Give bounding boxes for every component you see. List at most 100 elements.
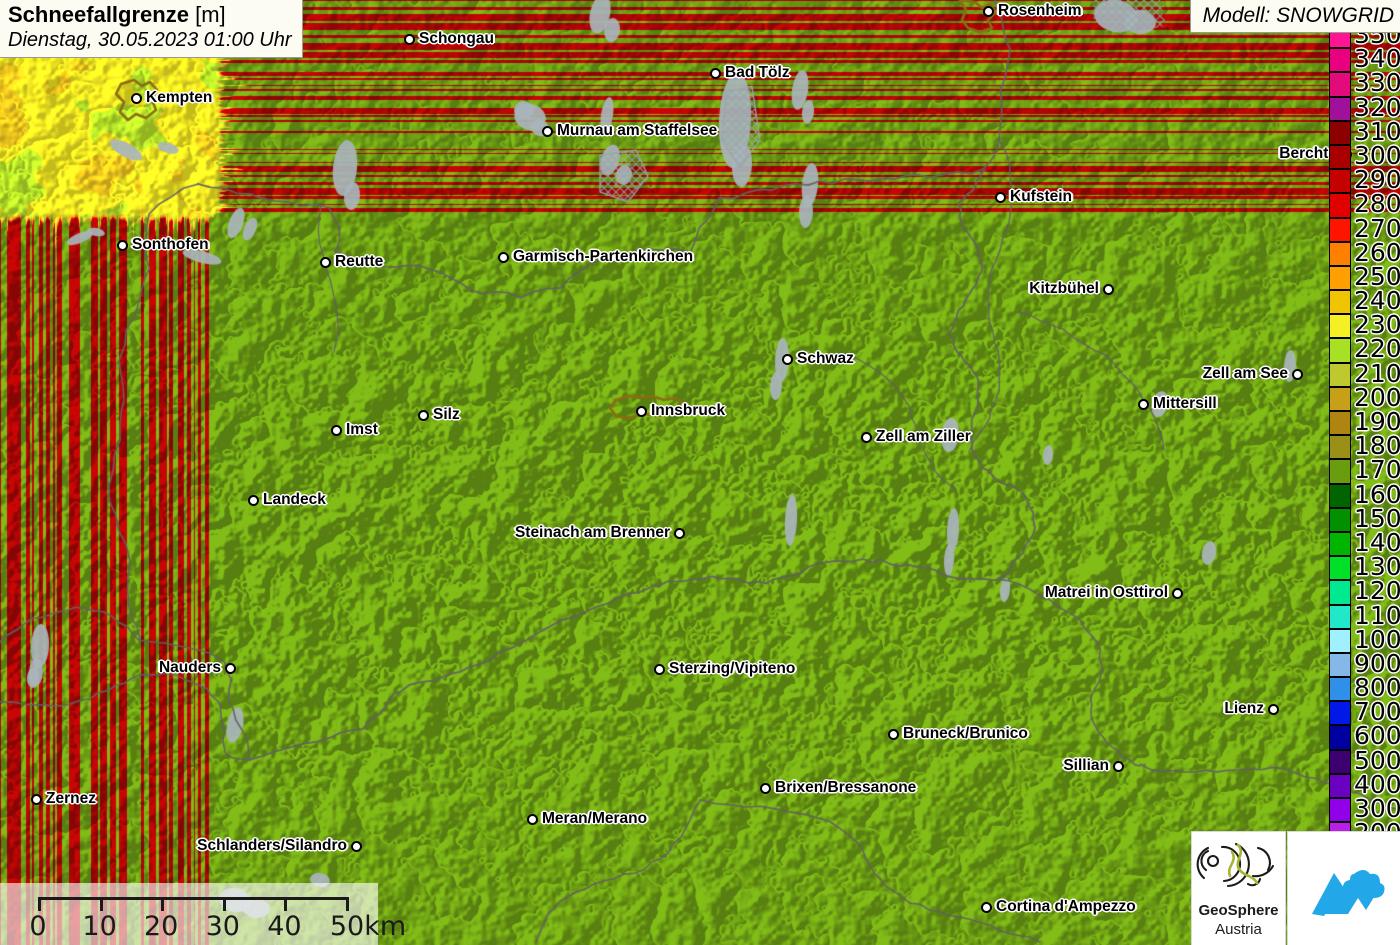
city-dot-icon <box>636 406 647 417</box>
city-dot-icon <box>31 794 42 805</box>
title-parameter: Schneefallgrenze <box>8 2 189 27</box>
legend-swatch <box>1329 120 1351 145</box>
model-box: Modell: SNOWGRID <box>1189 0 1400 33</box>
legend-value-label: 700 <box>1354 697 1400 727</box>
legend-swatch <box>1329 531 1351 557</box>
city-name-label: Kempten <box>146 89 213 106</box>
forecast-timestamp: Dienstag, 30.05.2023 01:00 Uhr <box>8 29 292 51</box>
title-unit: [m] <box>195 2 226 27</box>
legend-swatch <box>1329 362 1351 387</box>
city-name-label: Sonthofen <box>132 236 209 253</box>
legend-value-label: 1100 <box>1354 600 1400 630</box>
legend-value-label: 1500 <box>1354 503 1400 533</box>
legend-swatch <box>1329 652 1351 678</box>
city-name-label: Lienz <box>1224 700 1264 717</box>
legend-swatch <box>1329 701 1351 726</box>
scale-bar-line <box>38 897 346 900</box>
scale-tick <box>346 897 349 911</box>
city-dot-icon <box>674 528 685 539</box>
legend-swatch <box>1329 169 1351 194</box>
city-name-label: Landeck <box>263 491 326 508</box>
title-box: Schneefallgrenze [m] Dienstag, 30.05.202… <box>0 0 303 58</box>
geosphere-wordmark: GeoSphere <box>1198 902 1279 919</box>
legend-value-label: 2500 <box>1354 261 1400 291</box>
weather-service-logo[interactable] <box>1287 831 1400 945</box>
legend-value-label: 900 <box>1354 648 1400 678</box>
city-dot-icon <box>782 354 793 365</box>
city-dot-icon <box>983 6 994 17</box>
legend-value-label: 2900 <box>1354 165 1400 195</box>
city-name-label: Silz <box>433 406 460 423</box>
city-name-label: Reutte <box>335 253 384 270</box>
city-dot-icon <box>1138 399 1149 410</box>
legend-value-label: 1800 <box>1354 431 1400 461</box>
city-dot-icon <box>331 425 342 436</box>
legend-swatch <box>1329 386 1351 411</box>
scale-tick <box>99 897 103 911</box>
scale-tick-label: 20 <box>144 911 179 942</box>
city-dot-icon <box>1292 369 1303 380</box>
scale-tick-label: 0 <box>29 911 47 942</box>
city-dot-icon <box>248 495 259 506</box>
legend-value-label: 1000 <box>1354 624 1400 654</box>
city-name-label: Berchte <box>1279 145 1337 162</box>
legend-swatch <box>1329 483 1351 508</box>
legend-swatch <box>1329 459 1351 484</box>
legend-value-label: 2200 <box>1354 334 1400 364</box>
city-dot-icon <box>1268 704 1279 715</box>
geosphere-swirl-icon <box>1196 842 1275 888</box>
legend-value-label: 1700 <box>1354 455 1400 485</box>
legend-value-label: 2600 <box>1354 237 1400 267</box>
city-name-label: Mittersill <box>1153 395 1217 412</box>
city-dot-icon <box>654 664 665 675</box>
city-name-label: Innsbruck <box>651 402 726 419</box>
legend-value-label: 3400 <box>1354 44 1400 74</box>
city-name-label: Bad Tölz <box>725 64 790 81</box>
legend-value-label: 1200 <box>1354 576 1400 606</box>
city-name-label: Kufstein <box>1010 188 1072 205</box>
legend-value-label: 2700 <box>1354 213 1400 243</box>
city-name-label: Zell am See <box>1202 365 1288 382</box>
scale-bar-labels: 0 10 20 30 40 50km <box>0 911 406 945</box>
legend-swatch <box>1329 798 1351 823</box>
legend-value-label: 2400 <box>1354 286 1400 316</box>
legend-swatch <box>1329 314 1351 339</box>
legend-swatch <box>1329 217 1351 242</box>
legend-swatch <box>1329 72 1351 97</box>
legend-swatch <box>1329 96 1351 121</box>
legend-value-label: 1600 <box>1354 479 1400 509</box>
legend-value-label: 3300 <box>1354 68 1400 98</box>
city-dot-icon <box>861 432 872 443</box>
legend-swatch <box>1329 193 1351 218</box>
city-name-label: Bruneck/Brunico <box>903 725 1028 742</box>
legend-swatch <box>1329 48 1351 73</box>
geosphere-subtitle: Austria <box>1215 921 1262 938</box>
legend-value-label: 2300 <box>1354 310 1400 340</box>
legend-swatch <box>1329 290 1351 315</box>
city-name-label: Schongau <box>419 30 494 47</box>
city-name-label: Sillian <box>1063 757 1109 774</box>
legend-swatch <box>1329 773 1351 798</box>
city-dot-icon <box>995 192 1006 203</box>
legend-value-label: 3200 <box>1354 92 1400 122</box>
city-name-label: Garmisch-Partenkirchen <box>513 248 694 265</box>
geosphere-austria-logo[interactable]: GeoSphere Austria <box>1191 831 1286 945</box>
legend-swatch <box>1329 411 1351 436</box>
scale-bar-ticks <box>38 897 349 911</box>
city-dot-icon <box>404 34 415 45</box>
city-dot-icon <box>131 93 142 104</box>
city-name-label: Steinach am Brenner <box>514 524 670 541</box>
city-dot-icon <box>527 814 538 825</box>
legend-value-label: 300 <box>1354 794 1400 823</box>
city-name-label: Matrei in Osttirol <box>1044 584 1168 601</box>
legend-swatch <box>1329 338 1351 363</box>
legend-swatch <box>1329 556 1351 581</box>
scale-tick <box>38 897 41 911</box>
legend-value-label: 600 <box>1354 721 1400 751</box>
scale-tick-label: 50km <box>329 911 407 942</box>
city-dot-icon <box>1113 761 1124 772</box>
legend-swatch <box>1329 241 1351 266</box>
city-name-label: Schwaz <box>797 350 854 367</box>
